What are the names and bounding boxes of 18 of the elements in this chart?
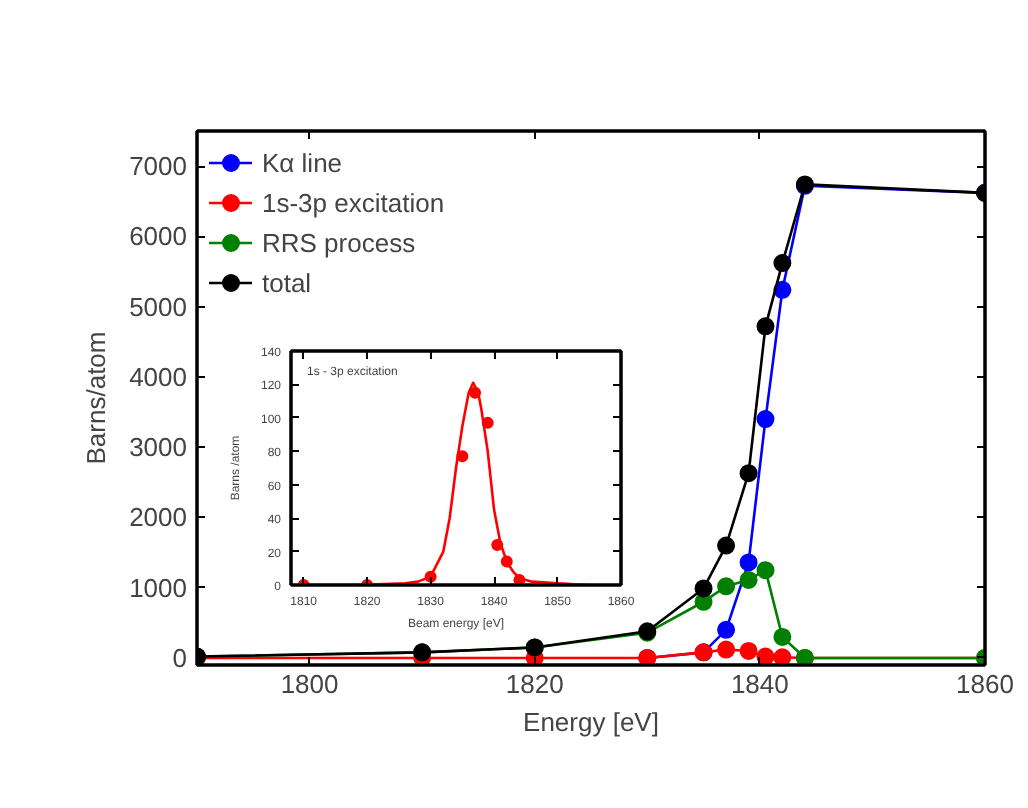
x-tick-label: 1840 (730, 669, 789, 699)
y-tick-label: 6000 (129, 221, 187, 252)
y-tick-label: 4000 (129, 361, 187, 392)
y-tick-label: 1000 (129, 572, 187, 603)
y-tick-label: 5000 (129, 291, 187, 322)
x-tick-label: 1820 (505, 669, 564, 699)
x-tick-label: 1860 (956, 669, 1014, 699)
x-axis-title: Energy [eV] (523, 707, 659, 737)
y-tick-label: 0 (172, 642, 188, 673)
legend-label: RRS process (262, 227, 416, 257)
legend-label: Kα line (262, 147, 343, 177)
y-axis-title: Barns/atom (81, 331, 112, 465)
x-tick-label: 1800 (280, 669, 339, 699)
legend-label: total (262, 267, 312, 297)
legend-label: 1s-3p excitation (262, 187, 445, 217)
y-tick-label: 2000 (129, 502, 187, 533)
y-tick-label: 3000 (129, 432, 187, 463)
y-tick-label: 7000 (129, 151, 187, 182)
